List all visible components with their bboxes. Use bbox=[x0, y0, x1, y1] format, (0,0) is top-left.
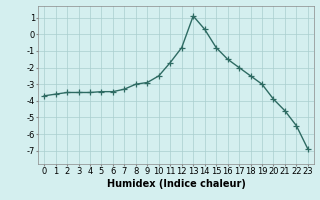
X-axis label: Humidex (Indice chaleur): Humidex (Indice chaleur) bbox=[107, 179, 245, 189]
